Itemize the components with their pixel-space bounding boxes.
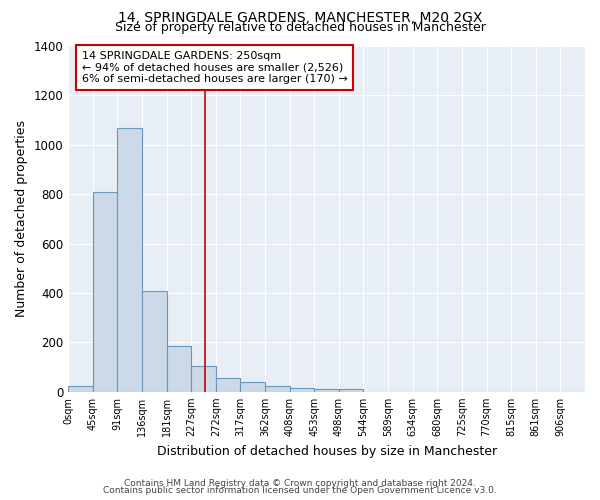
Bar	[142, 290, 167, 392]
Bar	[118, 128, 142, 392]
Bar	[167, 346, 191, 392]
Bar	[241, 382, 265, 392]
Bar	[216, 378, 241, 392]
Bar	[68, 386, 93, 392]
Bar	[290, 388, 314, 392]
Text: Size of property relative to detached houses in Manchester: Size of property relative to detached ho…	[115, 22, 485, 35]
X-axis label: Distribution of detached houses by size in Manchester: Distribution of detached houses by size …	[157, 444, 497, 458]
Bar	[93, 192, 118, 392]
Bar	[339, 390, 364, 392]
Text: 14 SPRINGDALE GARDENS: 250sqm
← 94% of detached houses are smaller (2,526)
6% of: 14 SPRINGDALE GARDENS: 250sqm ← 94% of d…	[82, 51, 347, 84]
Text: Contains HM Land Registry data © Crown copyright and database right 2024.: Contains HM Land Registry data © Crown c…	[124, 478, 476, 488]
Text: 14, SPRINGDALE GARDENS, MANCHESTER, M20 2GX: 14, SPRINGDALE GARDENS, MANCHESTER, M20 …	[118, 11, 482, 25]
Text: Contains public sector information licensed under the Open Government Licence v3: Contains public sector information licen…	[103, 486, 497, 495]
Bar	[265, 386, 290, 392]
Bar	[314, 390, 339, 392]
Bar	[191, 366, 216, 392]
Y-axis label: Number of detached properties: Number of detached properties	[15, 120, 28, 318]
